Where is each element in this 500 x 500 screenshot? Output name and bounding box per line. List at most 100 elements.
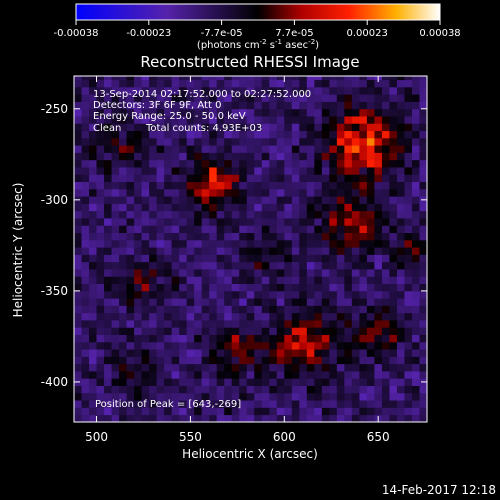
heatmap-pixel bbox=[329, 312, 338, 321]
heatmap-pixel bbox=[134, 239, 142, 248]
heatmap-pixel bbox=[291, 320, 300, 328]
heatmap-pixel bbox=[381, 385, 390, 394]
heatmap-pixel bbox=[111, 225, 120, 234]
heatmap-pixel bbox=[186, 218, 195, 226]
heatmap-pixel bbox=[261, 356, 270, 365]
heatmap-pixel bbox=[291, 363, 300, 372]
heatmap-pixel bbox=[149, 269, 158, 277]
heatmap-pixel bbox=[389, 94, 398, 102]
heatmap-pixel bbox=[149, 334, 158, 343]
heatmap-pixel bbox=[336, 392, 345, 401]
heatmap-pixel bbox=[104, 130, 112, 139]
heatmap-pixel bbox=[194, 94, 203, 102]
heatmap-pixel bbox=[306, 225, 315, 234]
heatmap-pixel bbox=[119, 334, 127, 343]
heatmap-pixel bbox=[74, 167, 82, 175]
heatmap-pixel bbox=[419, 363, 427, 372]
heatmap-pixel bbox=[156, 341, 165, 350]
heatmap-pixel bbox=[96, 298, 105, 306]
heatmap-pixel bbox=[299, 239, 308, 248]
colorbar-unit-label: (photons cm-2 s-1 asec-2) bbox=[197, 38, 319, 51]
heatmap-pixel bbox=[246, 159, 255, 168]
heatmap-pixel bbox=[344, 407, 353, 416]
heatmap-pixel bbox=[269, 283, 278, 292]
heatmap-pixel bbox=[366, 76, 375, 81]
heatmap-pixel bbox=[254, 385, 263, 394]
heatmap-pixel bbox=[239, 371, 248, 379]
heatmap-pixel bbox=[209, 94, 218, 102]
heatmap-pixel bbox=[374, 407, 383, 416]
heatmap-pixel bbox=[344, 137, 353, 146]
heatmap-pixel bbox=[374, 385, 383, 394]
heatmap-pixel bbox=[89, 196, 97, 204]
heatmap-pixel bbox=[239, 414, 248, 422]
heatmap-pixel bbox=[126, 101, 135, 110]
heatmap-pixel bbox=[216, 385, 225, 394]
heatmap-pixel bbox=[231, 174, 240, 183]
heatmap-pixel bbox=[134, 159, 142, 168]
heatmap-pixel bbox=[389, 312, 398, 321]
heatmap-pixel bbox=[344, 327, 353, 335]
heatmap-pixel bbox=[314, 349, 323, 357]
heatmap-pixel bbox=[186, 225, 195, 234]
x-tick-label: 550 bbox=[179, 430, 202, 444]
heatmap-pixel bbox=[351, 305, 360, 314]
heatmap-pixel bbox=[299, 305, 308, 314]
heatmap-pixel bbox=[359, 203, 368, 212]
heatmap-pixel bbox=[104, 400, 112, 408]
heatmap-pixel bbox=[254, 283, 263, 292]
heatmap-pixel bbox=[404, 123, 413, 132]
heatmap-pixel bbox=[224, 181, 233, 190]
heatmap-pixel bbox=[276, 407, 285, 416]
heatmap-pixel bbox=[321, 276, 330, 284]
heatmap-pixel bbox=[374, 174, 383, 183]
heatmap-pixel bbox=[111, 167, 120, 175]
heatmap-pixel bbox=[344, 218, 353, 226]
heatmap-pixel bbox=[141, 239, 150, 248]
heatmap-pixel bbox=[194, 283, 203, 292]
heatmap-pixel bbox=[134, 210, 142, 219]
heatmap-pixel bbox=[209, 76, 218, 81]
heatmap-pixel bbox=[411, 108, 420, 117]
heatmap-pixel bbox=[186, 320, 195, 328]
heatmap-pixel bbox=[156, 363, 165, 372]
heatmap-pixel bbox=[291, 174, 300, 183]
heatmap-pixel bbox=[261, 371, 270, 379]
heatmap-pixel bbox=[111, 130, 120, 139]
heatmap-pixel bbox=[216, 203, 225, 212]
heatmap-pixel bbox=[186, 174, 195, 183]
heatmap-pixel bbox=[126, 385, 135, 394]
heatmap-pixel bbox=[261, 130, 270, 139]
heatmap-pixel bbox=[149, 414, 158, 422]
heatmap-pixel bbox=[141, 298, 150, 306]
heatmap-pixel bbox=[284, 378, 293, 386]
heatmap-pixel bbox=[284, 86, 293, 95]
heatmap-pixel bbox=[74, 414, 82, 422]
heatmap-pixel bbox=[374, 152, 383, 161]
heatmap-pixel bbox=[336, 400, 345, 408]
heatmap-pixel bbox=[276, 116, 285, 124]
heatmap-pixel bbox=[299, 414, 308, 422]
heatmap-pixel bbox=[366, 181, 375, 190]
heatmap-pixel bbox=[239, 152, 248, 161]
heatmap-pixel bbox=[179, 334, 188, 343]
heatmap-pixel bbox=[321, 290, 330, 299]
heatmap-pixel bbox=[389, 210, 398, 219]
heatmap-pixel bbox=[306, 363, 315, 372]
heatmap-pixel bbox=[246, 196, 255, 204]
heatmap-pixel bbox=[231, 196, 240, 204]
heatmap-pixel bbox=[81, 400, 90, 408]
heatmap-pixel bbox=[141, 225, 150, 234]
heatmap-pixel bbox=[381, 407, 390, 416]
heatmap-pixel bbox=[209, 298, 218, 306]
heatmap-pixel bbox=[344, 400, 353, 408]
heatmap-pixel bbox=[239, 407, 248, 416]
heatmap-pixel bbox=[231, 349, 240, 357]
heatmap-pixel bbox=[126, 181, 135, 190]
heatmap-pixel bbox=[381, 371, 390, 379]
heatmap-pixel bbox=[419, 137, 427, 146]
heatmap-pixel bbox=[261, 196, 270, 204]
heatmap-pixel bbox=[186, 152, 195, 161]
heatmap-pixel bbox=[261, 298, 270, 306]
heatmap-pixel bbox=[374, 400, 383, 408]
